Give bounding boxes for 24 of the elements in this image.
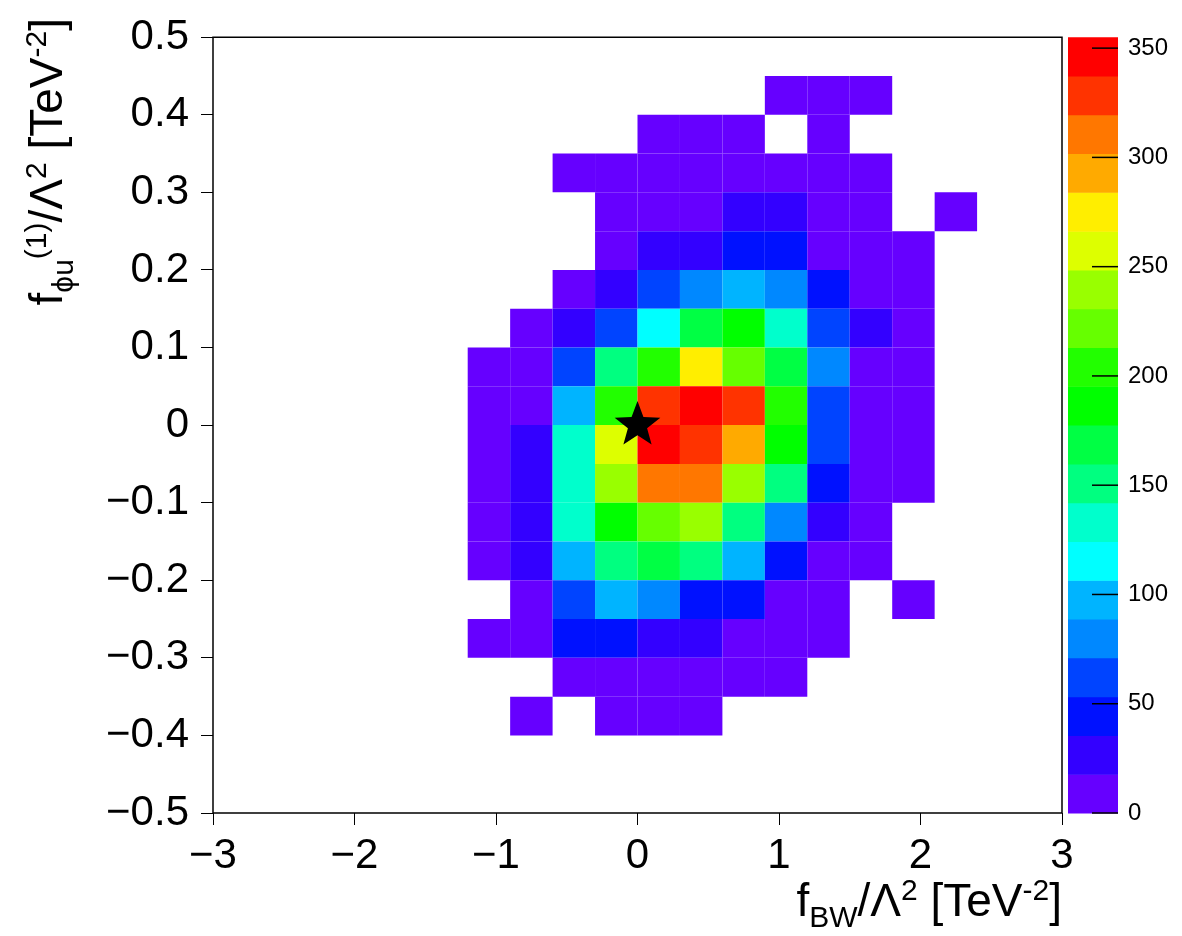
color-bar-label: 150: [1128, 469, 1169, 497]
y-tick-label: 0.3: [130, 165, 189, 213]
y-tick-label: 0.2: [130, 243, 189, 291]
y-tick-label: −0.5: [106, 786, 189, 834]
color-bar-label: 250: [1128, 251, 1169, 279]
y-tick-label: −0.3: [106, 631, 189, 679]
y-tick-label: −0.1: [106, 476, 189, 524]
x-tick-label: −2: [330, 829, 379, 877]
color-bar-label: 100: [1128, 579, 1169, 607]
x-tick-label: −3: [189, 829, 237, 877]
y-tick-label: 0.1: [130, 321, 189, 369]
y-tick-label: −0.2: [106, 553, 189, 601]
y-tick-label: 0.5: [130, 10, 189, 58]
color-bar-label: 300: [1128, 142, 1169, 170]
x-tick-label: 1: [767, 829, 791, 877]
color-bar-label: 0: [1128, 797, 1142, 825]
y-tick-label: −0.4: [106, 709, 189, 756]
y-tick-label: 0.4: [130, 88, 189, 136]
x-tick-label: −1: [472, 829, 520, 877]
color-bar-label: 200: [1128, 360, 1169, 388]
x-tick-label: 0: [625, 829, 650, 877]
color-bar-label: 50: [1128, 688, 1155, 716]
y-tick-label: 0: [165, 398, 189, 446]
color-bar-label: 350: [1128, 32, 1169, 60]
